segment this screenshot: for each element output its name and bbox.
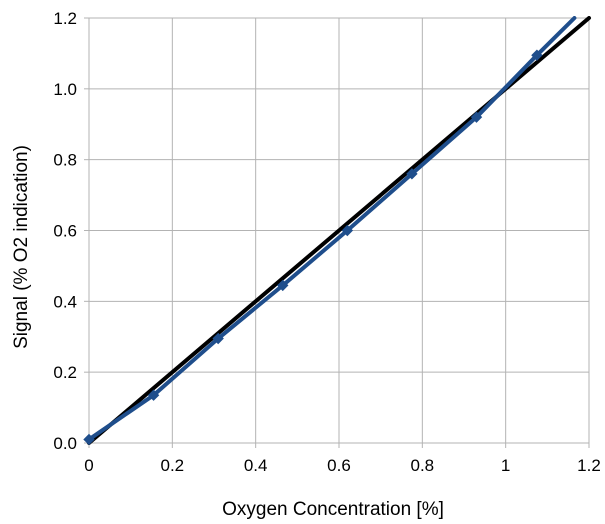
x-tick-labels: 0 0.2 0.4 0.6 0.8 1 1.2 [84,456,601,475]
x-tick-label-2: 0.4 [244,456,268,475]
y-tick-label-5: 1.0 [53,80,77,99]
x-tick-label-6: 1.2 [577,456,601,475]
x-tick-label-5: 1 [501,456,510,475]
x-axis-title: Oxygen Concentration [%] [222,499,444,520]
series-1-point-4 [341,224,354,237]
y-tick-labels: 0.0 0.2 0.4 0.6 0.8 1.0 1.2 [53,9,77,453]
x-tick-label-4: 0.8 [411,456,435,475]
y-tick-label-6: 1.2 [53,9,77,28]
series-1-point-5 [406,168,418,180]
series-1-point-1 [147,389,160,401]
x-tick-label-3: 0.6 [327,456,351,475]
series-1-point-6 [470,111,483,123]
series-group [83,16,591,446]
y-tick-label-3: 0.6 [53,222,77,241]
y-tick-label-2: 0.4 [53,292,77,311]
y-tick-label-4: 0.8 [53,151,77,170]
series-1-line [87,16,577,442]
x-tick-label-1: 0.2 [161,456,185,475]
y-tick-label-1: 0.2 [53,363,77,382]
series-1-point-0 [83,433,95,446]
series-1-point-3 [277,279,289,292]
x-tick-label-0: 0 [84,456,93,475]
y-axis-title: Signal (% O2 indication) [11,145,32,349]
y-tick-label-0: 0.0 [53,434,77,453]
series-1-point-7 [531,49,543,61]
axes [84,17,590,448]
series-1-point-2 [212,332,224,345]
